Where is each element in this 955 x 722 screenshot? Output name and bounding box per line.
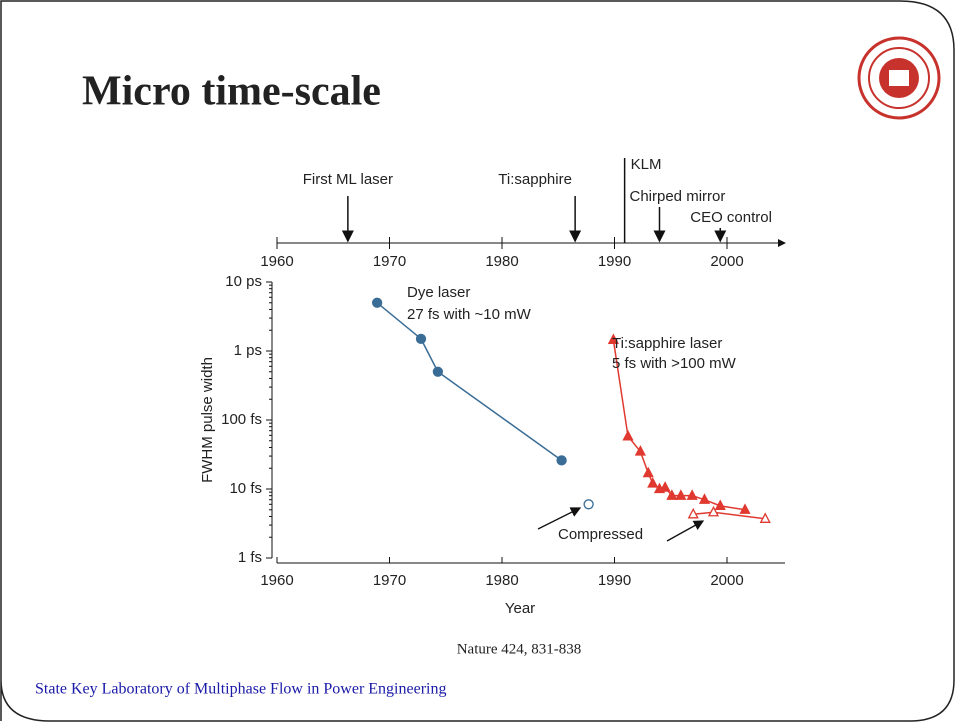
footer: State Key Laboratory of Multiphase Flow … [35, 681, 446, 698]
series-line [376, 302, 563, 461]
data-point [686, 489, 698, 500]
data-point [556, 455, 567, 466]
data-point [675, 489, 687, 500]
timeline-tick-label: 1990 [598, 253, 631, 270]
y-tick-label: 10 fs [229, 480, 262, 497]
annotation: Ti:sapphire laser [612, 335, 722, 352]
annotation-arrow [666, 520, 705, 542]
event-label: Ti:sapphire [498, 171, 572, 188]
data-point [642, 466, 654, 478]
annotation: Dye laser [407, 284, 470, 301]
data-point [622, 429, 634, 441]
data-point [607, 333, 619, 345]
x-axis-label: Year [505, 600, 535, 617]
annotation: 5 fs with >100 mW [612, 355, 737, 372]
data-point [759, 512, 771, 523]
data-point [666, 489, 678, 500]
event-label: KLM [631, 156, 662, 173]
citation: Nature 424, 831-838 [457, 641, 582, 657]
data-point [371, 297, 383, 308]
y-tick-label: 10 ps [225, 273, 262, 290]
timeline-tick-label: 1960 [260, 253, 293, 270]
annotation-arrow [537, 507, 582, 530]
timeline-tick-label: 1980 [485, 253, 518, 270]
y-tick-label: 1 ps [234, 342, 262, 359]
logo [857, 36, 941, 120]
data-point [659, 481, 671, 492]
x-tick-label: 1970 [373, 572, 406, 589]
data-point [739, 503, 751, 514]
data-point [698, 493, 711, 504]
x-tick-label: 1980 [485, 572, 518, 589]
slide-title: Micro time-scale [82, 69, 381, 115]
x-tick-label: 1960 [260, 572, 293, 589]
annotation: 27 fs with ~10 mW [407, 306, 532, 323]
y-tick-label: 100 fs [221, 411, 262, 428]
y-tick-label: 1 fs [238, 549, 262, 566]
annotation: Compressed [558, 526, 643, 543]
timeline-tick-label: 1970 [373, 253, 406, 270]
data-point [687, 507, 699, 519]
event-label: CEO control [690, 209, 772, 226]
event-label: First ML laser [303, 171, 393, 188]
data-point [714, 499, 726, 510]
y-axis-label: FWHM pulse width [199, 357, 216, 483]
timeline-tick-label: 2000 [710, 253, 743, 270]
data-point [647, 477, 659, 488]
x-tick-label: 2000 [710, 572, 743, 589]
event-label: Chirped mirror [630, 188, 726, 205]
data-point [707, 505, 720, 517]
data-point [415, 333, 427, 344]
series-line [693, 511, 766, 520]
data-point [634, 445, 646, 456]
x-tick-label: 1990 [598, 572, 631, 589]
data-point [432, 366, 444, 377]
data-point [583, 499, 594, 510]
